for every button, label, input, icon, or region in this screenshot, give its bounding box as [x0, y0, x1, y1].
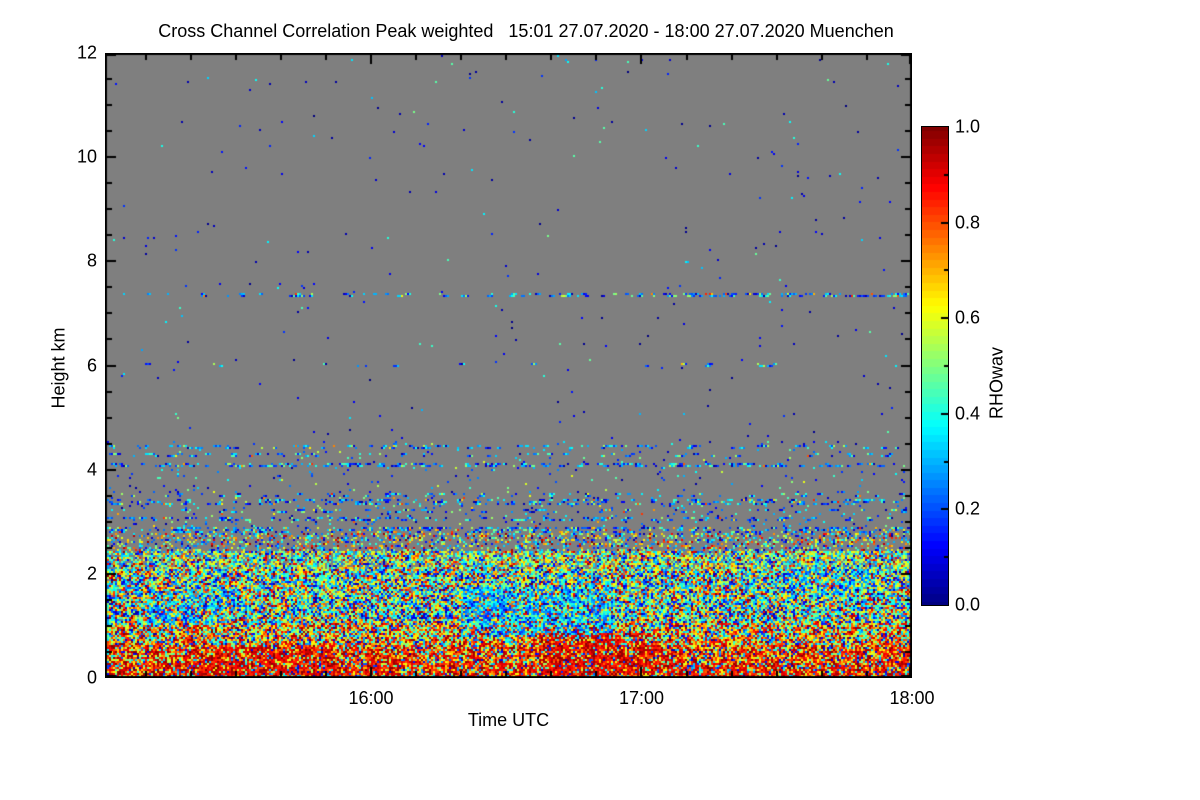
- colorbar-tick-label: 0.8: [955, 212, 981, 233]
- x-tick-label: 16:00: [348, 688, 394, 708]
- y-tick-label: 0: [86, 667, 97, 688]
- colorbar-canvas: [922, 127, 948, 605]
- y-tick-label: 6: [86, 355, 97, 375]
- colorbar-tick-label: 0.0: [955, 594, 981, 615]
- colorbar-tick-label: 1.0: [955, 116, 981, 137]
- y-tick-label: 10: [76, 146, 97, 167]
- x-tick-label: 18:00: [889, 688, 935, 708]
- colorbar-tick-label: 0.4: [955, 403, 981, 424]
- plot-area: [105, 53, 912, 678]
- heatmap-canvas: [105, 53, 912, 678]
- colorbar-tick-label: 0.6: [955, 307, 981, 328]
- y-axis-title: Height km: [48, 327, 69, 409]
- x-tick-label: 17:00: [618, 688, 665, 708]
- y-tick-label: 8: [86, 250, 97, 271]
- y-tick-label: 2: [86, 563, 97, 584]
- colorbar-title: RHOwav: [986, 346, 1007, 420]
- colorbar-tick-label: 0.2: [955, 498, 981, 519]
- colorbar: [921, 126, 949, 606]
- y-tick-label: 4: [86, 459, 97, 480]
- x-axis-title: Time UTC: [467, 710, 550, 730]
- chart-title: Cross Channel Correlation Peak weighted …: [158, 21, 894, 41]
- y-tick-label: 12: [76, 42, 97, 63]
